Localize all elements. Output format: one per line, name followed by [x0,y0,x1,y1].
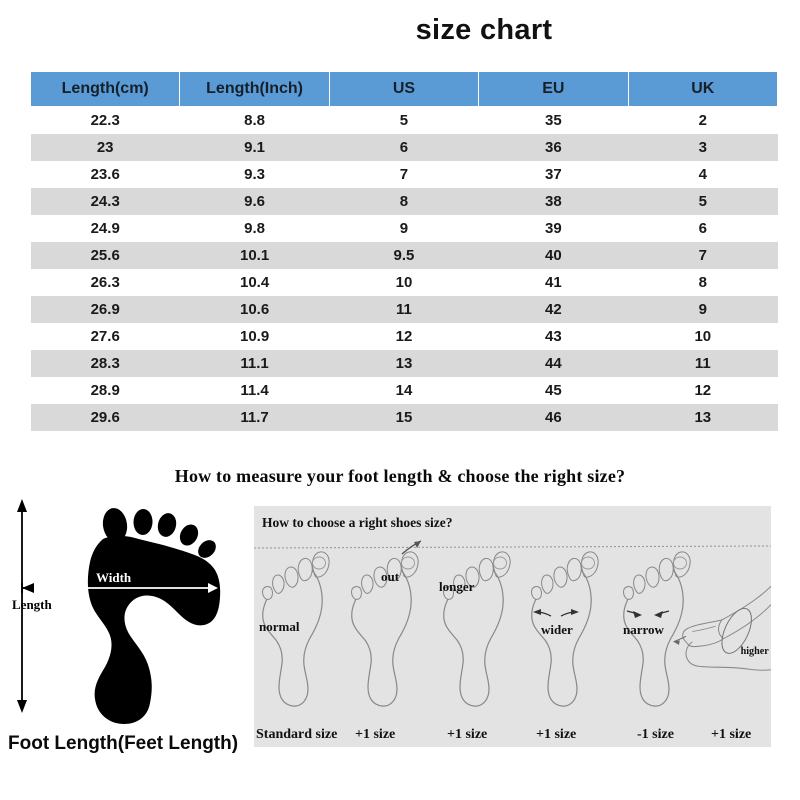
svg-text:narrow: narrow [623,622,665,637]
svg-text:out: out [381,569,400,584]
svg-text:+1 size: +1 size [711,727,751,742]
svg-text:+1 size: +1 size [447,727,487,742]
svg-text:higher: higher [741,646,770,657]
svg-text:How to choose a right shoes si: How to choose a right shoes size? [262,515,452,530]
svg-text:-1 size: -1 size [637,727,674,742]
svg-text:longer: longer [439,579,475,594]
svg-text:+1 size: +1 size [536,727,576,742]
svg-text:+1 size: +1 size [355,727,395,742]
svg-text:wider: wider [541,622,573,637]
svg-text:Standard size: Standard size [256,727,337,742]
svg-text:Width: Width [96,570,132,585]
svg-text:normal: normal [259,619,300,634]
svg-text:Length: Length [12,597,53,612]
